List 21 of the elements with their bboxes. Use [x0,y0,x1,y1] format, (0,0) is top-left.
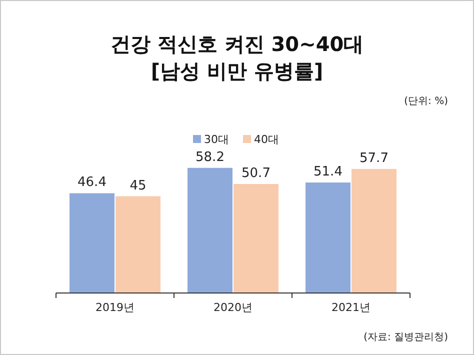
bar [234,184,278,293]
legend-label: 40대 [254,133,279,146]
x-tick-label: 2019년 [96,301,134,314]
text: (자료: 질병관리청) [364,332,448,343]
data-label: 57.7 [360,150,388,166]
bar [306,182,350,293]
data-label: 46.4 [78,175,106,190]
chart-subtitle: [남성 비만 유병률] [150,59,324,83]
legend-label: 30대 [204,133,229,146]
bar [352,168,396,293]
chart-title: 건강 적신호 켜진 30~40대 [110,32,364,56]
bar [188,168,232,293]
x-tick-label: 2021년 [332,301,370,314]
data-label: 45 [130,178,146,194]
data-label: 50.7 [242,166,270,181]
x-tick-label: 2020년 [214,301,252,314]
data-label: 58.2 [196,150,224,165]
data-label: 51.4 [314,164,342,180]
bar [70,193,114,293]
bar [116,196,160,293]
text: (단위: %) [404,96,448,107]
